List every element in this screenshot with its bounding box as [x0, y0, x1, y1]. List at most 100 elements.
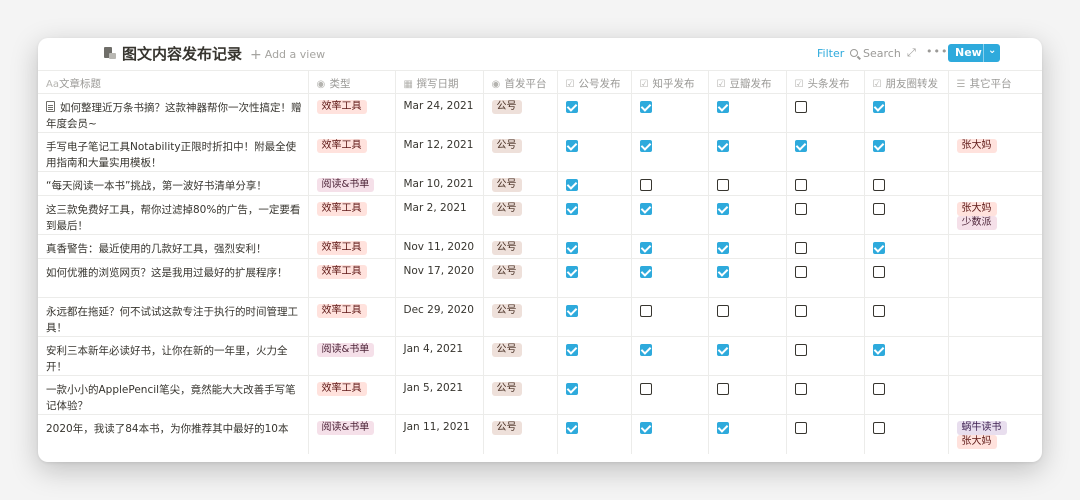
- type-cell[interactable]: 阅读&书单: [308, 336, 396, 376]
- other-platforms-cell[interactable]: [948, 336, 1042, 376]
- platform-cell[interactable]: 公号: [483, 258, 558, 298]
- platform-cell[interactable]: 公号: [483, 234, 558, 259]
- table-row[interactable]: “每天阅读一本书”挑战，第一波好书清单分享！ 阅读&书单 Mar 10, 2021 公…: [38, 171, 1042, 196]
- title-cell[interactable]: 手写电子笔记工具Notability正限时折扣中！附最全使用指南和大量实用模板！: [38, 132, 309, 172]
- platform-cell[interactable]: 公号: [483, 375, 558, 415]
- zhihu-checkbox[interactable]: [639, 140, 652, 152]
- toutiao-checkbox[interactable]: [794, 383, 807, 395]
- douban-checkbox[interactable]: [716, 203, 729, 215]
- other-platforms-cell[interactable]: 张大妈少数派: [948, 195, 1042, 235]
- title-cell[interactable]: “每天阅读一本书”挑战，第一波好书清单分享！: [38, 171, 309, 196]
- wechat-checkbox[interactable]: [565, 140, 578, 152]
- other-platforms-cell[interactable]: [948, 93, 1042, 133]
- douban-checkbox[interactable]: [716, 179, 729, 191]
- date-cell[interactable]: Mar 10, 2021: [395, 171, 484, 196]
- other-platforms-cell[interactable]: [948, 171, 1042, 196]
- other-platforms-cell[interactable]: [948, 234, 1042, 259]
- date-cell[interactable]: Mar 2, 2021: [395, 195, 484, 235]
- platform-cell[interactable]: 公号: [483, 132, 558, 172]
- column-header-platform[interactable]: ◉ 首发平台: [483, 70, 558, 94]
- platform-cell[interactable]: 公号: [483, 297, 558, 337]
- more-options-icon[interactable]: •••: [926, 45, 949, 58]
- type-cell[interactable]: 效率工具: [308, 132, 396, 172]
- wechat-checkbox[interactable]: [565, 344, 578, 356]
- toutiao-checkbox[interactable]: [794, 344, 807, 356]
- moments-checkbox[interactable]: [872, 179, 885, 191]
- type-cell[interactable]: 阅读&书单: [308, 171, 396, 196]
- title-cell[interactable]: 真香警告：最近使用的几款好工具，强烈安利！: [38, 234, 309, 259]
- other-platforms-cell[interactable]: 蜗牛读书张大妈: [948, 414, 1042, 454]
- date-cell[interactable]: Mar 24, 2021: [395, 93, 484, 133]
- date-cell[interactable]: Dec 29, 2020: [395, 297, 484, 337]
- moments-checkbox[interactable]: [872, 242, 885, 254]
- wechat-checkbox[interactable]: [565, 179, 578, 191]
- wechat-checkbox[interactable]: [565, 266, 578, 278]
- date-cell[interactable]: Nov 11, 2020: [395, 234, 484, 259]
- platform-cell[interactable]: 公号: [483, 414, 558, 454]
- douban-checkbox[interactable]: [716, 344, 729, 356]
- toutiao-checkbox[interactable]: [794, 266, 807, 278]
- moments-checkbox[interactable]: [872, 203, 885, 215]
- type-cell[interactable]: 效率工具: [308, 297, 396, 337]
- date-cell[interactable]: Mar 12, 2021: [395, 132, 484, 172]
- toutiao-checkbox[interactable]: [794, 242, 807, 254]
- date-cell[interactable]: Jan 5, 2021: [395, 375, 484, 415]
- toutiao-checkbox[interactable]: [794, 422, 807, 434]
- wechat-checkbox[interactable]: [565, 422, 578, 434]
- toutiao-checkbox[interactable]: [794, 203, 807, 215]
- column-header-douban[interactable]: ☑ 豆瓣发布: [708, 70, 787, 94]
- table-row[interactable]: 安利三本新年必读好书，让你在新的一年里，火力全开！ 阅读&书单 Jan 4, 202…: [38, 336, 1042, 376]
- date-cell[interactable]: Nov 17, 2020: [395, 258, 484, 298]
- column-header-type[interactable]: ◉ 类型: [308, 70, 396, 94]
- moments-checkbox[interactable]: [872, 140, 885, 152]
- column-header-toutiao[interactable]: ☑ 头条发布: [786, 70, 865, 94]
- date-cell[interactable]: Jan 4, 2021: [395, 336, 484, 376]
- douban-checkbox[interactable]: [716, 242, 729, 254]
- add-view-button[interactable]: + Add a view: [250, 47, 325, 63]
- zhihu-checkbox[interactable]: [639, 305, 652, 317]
- douban-checkbox[interactable]: [716, 383, 729, 395]
- title-cell[interactable]: 安利三本新年必读好书，让你在新的一年里，火力全开！: [38, 336, 309, 376]
- expand-icon[interactable]: ⤢: [907, 46, 916, 59]
- table-row[interactable]: 这三款免费好工具，帮你过滤掉80%的广告，一定要看到最后！ 效率工具 Mar 2, …: [38, 195, 1042, 235]
- douban-checkbox[interactable]: [716, 266, 729, 278]
- platform-cell[interactable]: 公号: [483, 171, 558, 196]
- type-cell[interactable]: 效率工具: [308, 93, 396, 133]
- column-header-wechat[interactable]: ☑ 公号发布: [557, 70, 632, 94]
- wechat-checkbox[interactable]: [565, 242, 578, 254]
- type-cell[interactable]: 效率工具: [308, 234, 396, 259]
- table-row[interactable]: 2020年，我读了84本书，为你推荐其中最好的10本 阅读&书单 Jan 11, 2…: [38, 414, 1042, 454]
- zhihu-checkbox[interactable]: [639, 422, 652, 434]
- filter-button[interactable]: Filter: [817, 47, 845, 60]
- wechat-checkbox[interactable]: [565, 305, 578, 317]
- table-row[interactable]: 手写电子笔记工具Notability正限时折扣中！附最全使用指南和大量实用模板！…: [38, 132, 1042, 172]
- table-row[interactable]: 永远都在拖延？何不试试这款专注于执行的时间管理工具！ 效率工具 Dec 29, 20…: [38, 297, 1042, 337]
- other-platforms-cell[interactable]: [948, 375, 1042, 415]
- type-cell[interactable]: 阅读&书单: [308, 414, 396, 454]
- type-cell[interactable]: 效率工具: [308, 258, 396, 298]
- moments-checkbox[interactable]: [872, 266, 885, 278]
- moments-checkbox[interactable]: [872, 305, 885, 317]
- title-cell[interactable]: 2020年，我读了84本书，为你推荐其中最好的10本: [38, 414, 309, 454]
- other-platforms-cell[interactable]: 张大妈: [948, 132, 1042, 172]
- platform-cell[interactable]: 公号: [483, 195, 558, 235]
- other-platforms-cell[interactable]: [948, 258, 1042, 298]
- wechat-checkbox[interactable]: [565, 101, 578, 113]
- search-button[interactable]: Search: [850, 47, 901, 60]
- toutiao-checkbox[interactable]: [794, 179, 807, 191]
- toutiao-checkbox[interactable]: [794, 305, 807, 317]
- wechat-checkbox[interactable]: [565, 203, 578, 215]
- title-cell[interactable]: 这三款免费好工具，帮你过滤掉80%的广告，一定要看到最后！: [38, 195, 309, 235]
- zhihu-checkbox[interactable]: [639, 242, 652, 254]
- title-cell[interactable]: 永远都在拖延？何不试试这款专注于执行的时间管理工具！: [38, 297, 309, 337]
- wechat-checkbox[interactable]: [565, 383, 578, 395]
- new-button[interactable]: New ⌄: [948, 44, 1000, 62]
- date-cell[interactable]: Jan 11, 2021: [395, 414, 484, 454]
- type-cell[interactable]: 效率工具: [308, 195, 396, 235]
- table-row[interactable]: 如何优雅的浏览网页？这是我用过最好的扩展程序！ 效率工具 Nov 17, 2020 公…: [38, 258, 1042, 298]
- toutiao-checkbox[interactable]: [794, 140, 807, 152]
- zhihu-checkbox[interactable]: [639, 203, 652, 215]
- chevron-down-icon[interactable]: ⌄: [988, 45, 997, 56]
- column-header-other-platforms[interactable]: ☰ 其它平台: [948, 70, 1042, 94]
- moments-checkbox[interactable]: [872, 383, 885, 395]
